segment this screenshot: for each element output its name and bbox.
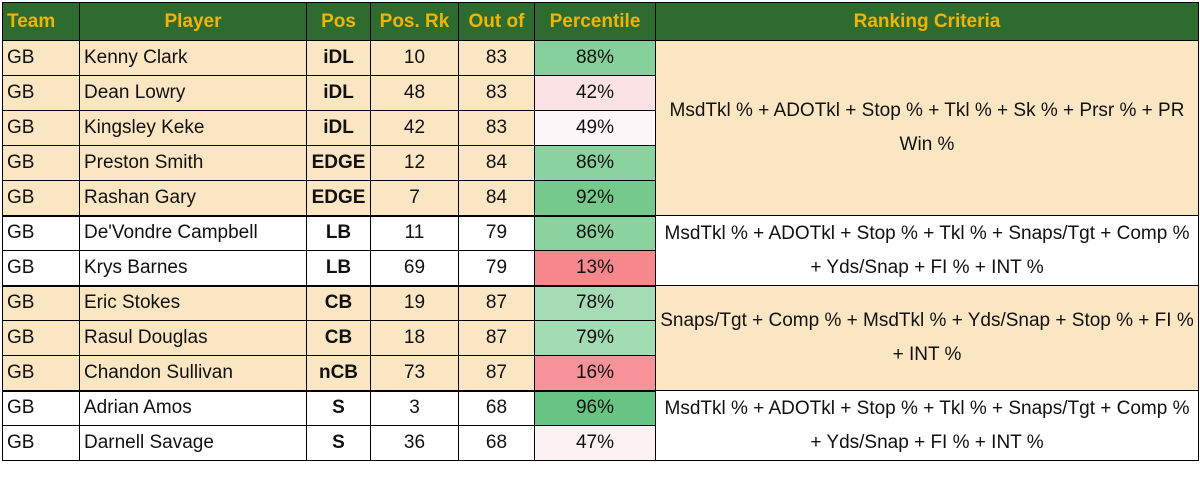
pos-cell: CB [306,285,371,321]
pos-cell: iDL [306,40,371,76]
out-of-cell: 68 [458,390,535,426]
out-of-cell: 87 [458,320,535,356]
player-cell: Dean Lowry [79,75,307,111]
pos-rk-cell: 11 [370,215,459,251]
out-of-cell: 68 [458,425,535,461]
out-of-cell: 83 [458,110,535,146]
out-of-cell: 87 [458,355,535,392]
out-of-cell: 83 [458,40,535,76]
criteria-cell: MsdTkl % + ADOTkl + Stop % + Tkl % + Sna… [655,215,1199,286]
player-cell: Chandon Sullivan [79,355,307,392]
pos-cell: LB [306,250,371,287]
team-cell: GB [2,390,80,426]
team-cell: GB [2,145,80,181]
pos-cell: iDL [306,110,371,146]
table-row: GB Preston Smith EDGE 12 84 86% [2,145,1199,181]
table-row: GB Darnell Savage S 36 68 47% [2,425,1199,461]
player-cell: Kingsley Keke [79,110,307,146]
pos-cell: LB [306,215,371,251]
out-of-cell: 84 [458,180,535,217]
header-player: Player [79,2,307,41]
team-cell: GB [2,75,80,111]
pos-rk-cell: 42 [370,110,459,146]
table-row: GB Eric Stokes CB 19 87 78% Snaps/Tgt + … [2,285,1199,391]
team-cell: GB [2,110,80,146]
percentile-cell: 86% [534,145,656,181]
out-of-cell: 79 [458,215,535,251]
player-cell: Krys Barnes [79,250,307,287]
pos-rk-cell: 18 [370,320,459,356]
header-pos-rk: Pos. Rk [370,2,459,41]
criteria-cell: Snaps/Tgt + Comp % + MsdTkl % + Yds/Snap… [655,285,1199,391]
percentile-cell: 16% [534,355,656,392]
table-row: GB Dean Lowry iDL 48 83 42% [2,75,1199,111]
pos-rk-cell: 19 [370,285,459,321]
team-cell: GB [2,250,80,287]
team-cell: GB [2,180,80,217]
percentile-cell: 49% [534,110,656,146]
player-cell: De'Vondre Campbell [79,215,307,251]
percentile-cell: 86% [534,215,656,251]
rankings-table: Team Player Pos Pos. Rk Out of Percentil… [2,2,1199,461]
player-cell: Rasul Douglas [79,320,307,356]
pos-rk-cell: 73 [370,355,459,392]
pos-rk-cell: 7 [370,180,459,217]
pos-cell: EDGE [306,180,371,217]
out-of-cell: 87 [458,285,535,321]
pos-rk-cell: 3 [370,390,459,426]
percentile-cell: 47% [534,425,656,461]
team-cell: GB [2,320,80,356]
criteria-cell: MsdTkl % + ADOTkl + Stop % + Tkl % + Sna… [655,390,1199,461]
percentile-cell: 96% [534,390,656,426]
table-row: GB Kingsley Keke iDL 42 83 49% [2,110,1199,146]
pos-cell: S [306,390,371,426]
header-pos: Pos [306,2,371,41]
pos-cell: CB [306,320,371,356]
team-cell: GB [2,215,80,251]
header-criteria: Ranking Criteria [655,2,1199,41]
table-row: GB De'Vondre Campbell LB 11 79 86% MsdTk… [2,215,1199,286]
pos-cell: EDGE [306,145,371,181]
table-row: GB Rashan Gary EDGE 7 84 92% [2,180,1199,217]
pos-rk-cell: 10 [370,40,459,76]
pos-rk-cell: 48 [370,75,459,111]
player-cell: Eric Stokes [79,285,307,321]
percentile-cell: 88% [534,40,656,76]
criteria-cell: MsdTkl % + ADOTkl + Stop % + Tkl % + Sk … [655,40,1199,216]
player-cell: Adrian Amos [79,390,307,426]
percentile-cell: 42% [534,75,656,111]
pos-rk-cell: 36 [370,425,459,461]
player-cell: Darnell Savage [79,425,307,461]
out-of-cell: 84 [458,145,535,181]
header-percentile: Percentile [534,2,656,41]
header-team: Team [2,2,80,41]
player-cell: Rashan Gary [79,180,307,217]
header-out-of: Out of [458,2,535,41]
pos-cell: nCB [306,355,371,392]
team-cell: GB [2,425,80,461]
player-cell: Kenny Clark [79,40,307,76]
team-cell: GB [2,355,80,392]
out-of-cell: 79 [458,250,535,287]
percentile-cell: 79% [534,320,656,356]
table-row: GB Chandon Sullivan nCB 73 87 16% [2,355,1199,392]
pos-rk-cell: 12 [370,145,459,181]
pos-cell: iDL [306,75,371,111]
player-cell: Preston Smith [79,145,307,181]
table-row: GB Rasul Douglas CB 18 87 79% [2,320,1199,356]
out-of-cell: 83 [458,75,535,111]
header-row: Team Player Pos Pos. Rk Out of Percentil… [2,2,1199,41]
pos-cell: S [306,425,371,461]
table-row: GB Krys Barnes LB 69 79 13% [2,250,1199,287]
pos-rk-cell: 69 [370,250,459,287]
team-cell: GB [2,285,80,321]
team-cell: GB [2,40,80,76]
percentile-cell: 13% [534,250,656,287]
percentile-cell: 92% [534,180,656,217]
table-row: GB Kenny Clark iDL 10 83 88% MsdTkl % + … [2,40,1199,216]
percentile-cell: 78% [534,285,656,321]
table-row: GB Adrian Amos S 3 68 96% MsdTkl % + ADO… [2,390,1199,461]
